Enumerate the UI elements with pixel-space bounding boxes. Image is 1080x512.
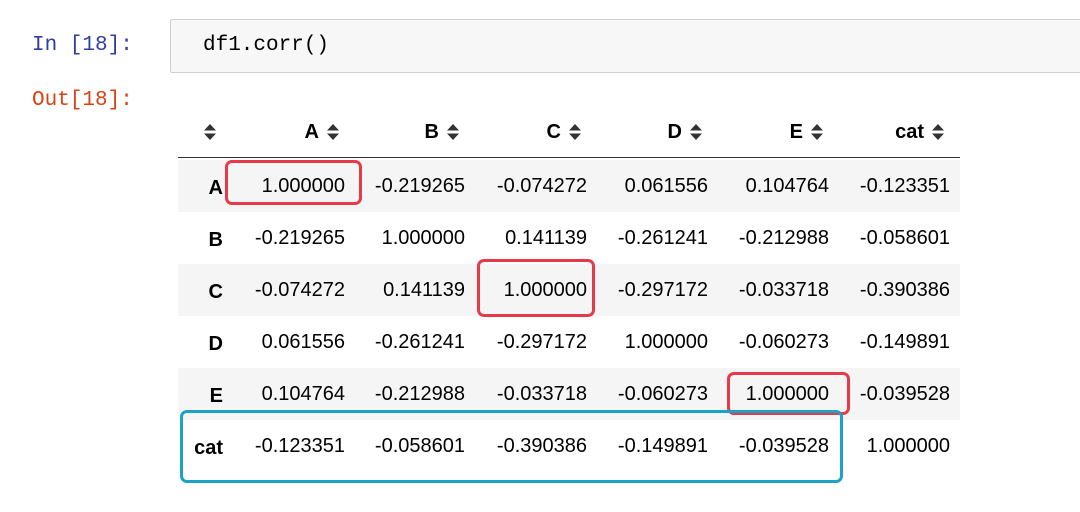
table-cell: -0.390386: [859, 279, 950, 301]
sort-icon[interactable]: [203, 123, 217, 141]
highlight-box: [225, 160, 362, 205]
column-header[interactable]: B: [424, 121, 439, 143]
sort-glyph: [690, 124, 702, 140]
code-cell[interactable]: df1.corr(): [170, 19, 1080, 73]
table-cell: -0.219265: [254, 227, 345, 249]
table-cell: -0.212988: [374, 383, 465, 405]
table-cell: -0.149891: [617, 435, 708, 457]
row-label: D: [208, 333, 223, 355]
table-cell: 0.141139: [505, 227, 587, 249]
highlight-box: [180, 410, 843, 483]
sort-glyph: [204, 124, 216, 140]
table-cell: -0.060273: [738, 331, 829, 353]
table-cell: 1.000000: [261, 175, 345, 197]
table-cell: -0.033718: [496, 383, 587, 405]
sort-glyph: [932, 124, 944, 140]
table-cell: -0.261241: [374, 331, 465, 353]
table-cell: 0.104764: [261, 383, 345, 405]
column-header[interactable]: D: [667, 121, 682, 143]
highlight-box: [727, 372, 850, 415]
table-cell: -0.074272: [496, 175, 587, 197]
output-prompt: Out[18]:: [32, 89, 133, 112]
sort-glyph: [569, 124, 581, 140]
table-cell: 0.061556: [624, 175, 708, 197]
sort-icon[interactable]: [446, 123, 460, 141]
table-cell: -0.261241: [617, 227, 708, 249]
table-cell: 1.000000: [381, 227, 465, 249]
table-cell: 0.061556: [261, 331, 345, 353]
table-cell: -0.219265: [374, 175, 465, 197]
table-cell: -0.039528: [859, 383, 950, 405]
sort-icon[interactable]: [326, 123, 340, 141]
sort-icon[interactable]: [689, 123, 703, 141]
code: df1.corr(): [203, 34, 330, 57]
table-cell: 1.000000: [624, 331, 708, 353]
sort-glyph: [447, 124, 459, 140]
sort-icon[interactable]: [810, 123, 824, 141]
input-prompt: In [18]:: [32, 34, 133, 57]
table-cell: -0.060273: [617, 383, 708, 405]
highlight-box: [477, 259, 595, 317]
table-cell: -0.058601: [374, 435, 465, 457]
row-stripe: [178, 264, 960, 316]
table-cell: 0.104764: [745, 175, 829, 197]
row-label: A: [208, 177, 223, 199]
sort-icon[interactable]: [568, 123, 582, 141]
table-cell: 1.000000: [866, 435, 950, 457]
row-label: C: [208, 281, 223, 303]
table-cell: 1.000000: [745, 383, 829, 405]
column-header[interactable]: A: [304, 121, 319, 143]
table-cell: -0.123351: [254, 435, 345, 457]
table-cell: -0.039528: [738, 435, 829, 457]
sort-glyph: [327, 124, 339, 140]
row-label: B: [208, 229, 223, 251]
table-cell: -0.149891: [859, 331, 950, 353]
column-header[interactable]: cat: [895, 121, 924, 143]
row-label: E: [209, 385, 223, 407]
table-cell: -0.123351: [859, 175, 950, 197]
table-cell: -0.074272: [254, 279, 345, 301]
column-header[interactable]: C: [546, 121, 561, 143]
row-label: cat: [194, 437, 223, 459]
table-cell: -0.058601: [859, 227, 950, 249]
column-header[interactable]: E: [789, 121, 803, 143]
table-cell: 1.000000: [503, 279, 587, 301]
sort-icon[interactable]: [931, 123, 945, 141]
table-cell: -0.390386: [496, 435, 587, 457]
header-rule: [178, 157, 960, 158]
sort-glyph: [811, 124, 823, 140]
table-cell: -0.297172: [496, 331, 587, 353]
table-cell: 0.141139: [383, 279, 465, 301]
table-cell: -0.297172: [617, 279, 708, 301]
table-cell: -0.212988: [738, 227, 829, 249]
table-cell: -0.033718: [738, 279, 829, 301]
